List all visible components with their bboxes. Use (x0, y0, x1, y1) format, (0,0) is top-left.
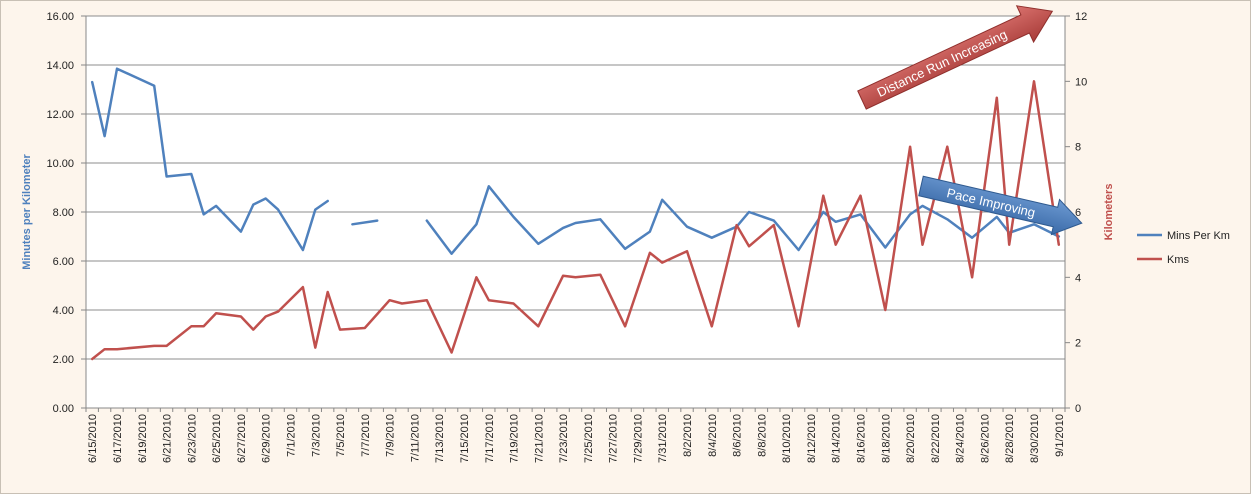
x-tick-label: 8/22/2010 (930, 414, 942, 463)
x-tick-label: 7/17/2010 (484, 414, 496, 463)
left-axis-title: Minutes per Kilometer (21, 154, 33, 270)
x-tick-label: 8/12/2010 (806, 414, 818, 463)
x-tick-label: 7/9/2010 (385, 414, 397, 457)
x-tick-label: 6/25/2010 (211, 414, 223, 463)
x-tick-label: 7/25/2010 (583, 414, 595, 463)
x-tick-label: 8/26/2010 (979, 414, 991, 463)
left-tick-label: 8.00 (53, 207, 74, 219)
legend: Mins Per Km Kms (1137, 230, 1230, 266)
right-tick-label: 12 (1075, 11, 1087, 23)
x-tick-label: 7/23/2010 (558, 414, 570, 463)
right-tick-label: 0 (1075, 403, 1081, 415)
right-tick-label: 4 (1075, 272, 1081, 284)
x-tick-label: 7/7/2010 (360, 414, 372, 457)
x-tick-label: 6/15/2010 (87, 414, 99, 463)
right-axis-title: Kilometers (1103, 184, 1115, 241)
legend-label-mins-per-km: Mins Per Km (1167, 230, 1230, 242)
x-tick-label: 6/21/2010 (162, 414, 174, 463)
left-tick-label: 6.00 (53, 256, 74, 268)
x-tick-label: 6/29/2010 (261, 414, 273, 463)
x-tick-label: 7/13/2010 (434, 414, 446, 463)
left-axis-ticks: 0.00 2.00 4.00 6.00 8.00 10.00 12.00 14.00 16.00 (46, 11, 86, 415)
x-tick-label: 8/28/2010 (1004, 414, 1016, 463)
series-line-mins-per-km (90, 67, 1061, 255)
x-tick-label: 8/14/2010 (831, 414, 843, 463)
left-tick-label: 12.00 (46, 109, 74, 121)
x-tick-label: 8/20/2010 (905, 414, 917, 463)
x-tick-label: 7/29/2010 (632, 414, 644, 463)
right-tick-label: 8 (1075, 142, 1081, 154)
left-tick-label: 2.00 (53, 354, 74, 366)
x-tick-label: 6/17/2010 (112, 414, 124, 463)
x-tick-label: 7/5/2010 (335, 414, 347, 457)
x-tick-label: 7/15/2010 (459, 414, 471, 463)
x-tick-label: 8/24/2010 (955, 414, 967, 463)
x-tick-label: 6/19/2010 (137, 414, 149, 463)
x-tick-label: 8/30/2010 (1029, 414, 1041, 463)
x-tick-label: 6/23/2010 (186, 414, 198, 463)
x-tick-label: 8/2/2010 (682, 414, 694, 457)
x-tick-label: 7/11/2010 (409, 414, 421, 462)
x-tick-label: 8/6/2010 (732, 414, 744, 457)
left-tick-label: 14.00 (46, 60, 74, 72)
x-tick-label: 6/27/2010 (236, 414, 248, 463)
x-tick-label: 8/8/2010 (756, 414, 768, 457)
x-tick-label: 7/21/2010 (533, 414, 545, 463)
x-tick-label: 8/16/2010 (856, 414, 868, 463)
x-tick-label: 8/18/2010 (880, 414, 892, 463)
legend-label-kms: Kms (1167, 254, 1190, 266)
x-tick-label: 9/1/2010 (1054, 414, 1066, 457)
right-axis-ticks: 0 2 4 6 8 10 12 (1065, 11, 1087, 415)
right-tick-label: 6 (1075, 207, 1081, 219)
x-tick-label: 7/1/2010 (285, 414, 297, 457)
x-tick-label: 7/27/2010 (608, 414, 620, 463)
x-tick-label: 7/31/2010 (657, 414, 669, 463)
x-tick-label: 7/3/2010 (310, 414, 322, 457)
right-tick-label: 2 (1075, 338, 1081, 350)
gridlines (86, 15, 1065, 360)
left-tick-label: 4.00 (53, 305, 74, 317)
x-tick-label: 7/19/2010 (509, 414, 521, 463)
series-layer (90, 67, 1061, 361)
x-tick-label: 8/10/2010 (781, 414, 793, 463)
right-tick-label: 10 (1075, 76, 1087, 88)
left-tick-label: 16.00 (46, 11, 74, 23)
left-tick-label: 0.00 (53, 403, 74, 415)
x-tick-label: 8/4/2010 (707, 414, 719, 457)
x-axis-ticks: 6/15/2010 6/17/2010 6/19/2010 6/21/2010 6/23… (85, 408, 1066, 463)
series-line-kms (90, 80, 1061, 361)
left-tick-label: 10.00 (46, 158, 74, 170)
